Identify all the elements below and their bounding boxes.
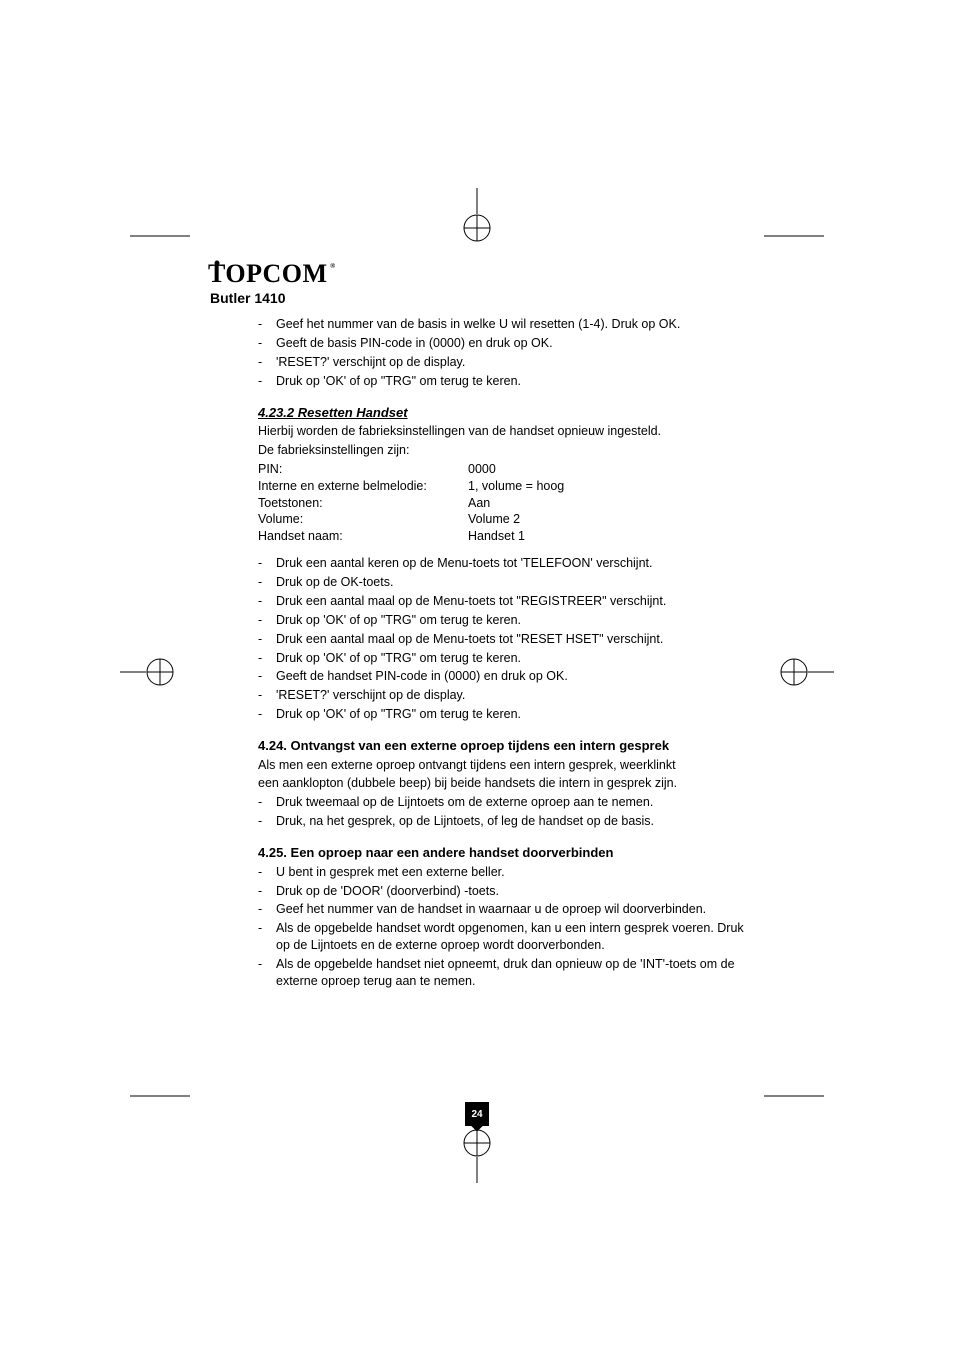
registration-target-top: [457, 188, 497, 244]
content: Geef het nummer van de basis in welke U …: [258, 316, 758, 996]
kv-row: Handset naam:Handset 1: [258, 528, 758, 545]
registration-target-right: [778, 652, 834, 692]
list-item: Druk een aantal keren op de Menu-toets t…: [258, 555, 758, 572]
list-item: Druk een aantal maal op de Menu-toets to…: [258, 631, 758, 648]
kv-row: Volume:Volume 2: [258, 511, 758, 528]
crop-mark-left-bottom: [130, 1095, 190, 1097]
brand-model: Butler 1410: [210, 290, 285, 306]
section-lead: Als men een externe oproep ontvangt tijd…: [258, 757, 758, 774]
crop-mark-left-top: [130, 235, 190, 237]
list-item: Druk tweemaal op de Lijntoets om de exte…: [258, 794, 758, 811]
section-4-25-steps: U bent in gesprek met een externe beller…: [258, 864, 758, 990]
list-item: Druk op 'OK' of op "TRG" om terug te ker…: [258, 650, 758, 667]
list-item: Druk een aantal maal op de Menu-toets to…: [258, 593, 758, 610]
kv-val: 0000: [468, 461, 496, 478]
section-4-24-steps: Druk tweemaal op de Lijntoets om de exte…: [258, 794, 758, 830]
kv-row: Interne en externe belmelodie:1, volume …: [258, 478, 758, 495]
list-item: Geef het nummer van de handset in waarna…: [258, 901, 758, 918]
page: TOPCOM ® Butler 1410 Geef het nummer van…: [0, 0, 954, 1351]
list-item: 'RESET?' verschijnt op de display.: [258, 687, 758, 704]
intro-list: Geef het nummer van de basis in welke U …: [258, 316, 758, 390]
kv-row: Toetstonen:Aan: [258, 495, 758, 512]
list-item: Druk op de OK-toets.: [258, 574, 758, 591]
section-4-25-title: 4.25. Een oproep naar een andere handset…: [258, 844, 758, 862]
kv-val: Handset 1: [468, 528, 525, 545]
list-item: Druk op 'OK' of op "TRG" om terug te ker…: [258, 612, 758, 629]
list-item: U bent in gesprek met een externe beller…: [258, 864, 758, 881]
list-item: Druk op 'OK' of op "TRG" om terug te ker…: [258, 373, 758, 390]
crop-mark-right-top: [764, 235, 824, 237]
kv-key: Interne en externe belmelodie:: [258, 478, 468, 495]
kv-val: 1, volume = hoog: [468, 478, 564, 495]
kv-key: Volume:: [258, 511, 468, 528]
registration-target-bottom: [457, 1127, 497, 1183]
list-item: 'RESET?' verschijnt op de display.: [258, 354, 758, 371]
section-lead: Hierbij worden de fabrieksinstellingen v…: [258, 423, 758, 440]
crop-mark-right-bottom: [764, 1095, 824, 1097]
list-item: Druk op de 'DOOR' (doorverbind) -toets.: [258, 883, 758, 900]
svg-text:®: ®: [330, 262, 336, 270]
list-item: Geeft de handset PIN-code in (0000) en d…: [258, 668, 758, 685]
section-4-23-2-title: 4.23.2 Resetten Handset: [258, 404, 758, 422]
list-item: Als de opgebelde handset wordt opgenomen…: [258, 920, 758, 954]
kv-key: PIN:: [258, 461, 468, 478]
page-number: 24: [465, 1102, 489, 1126]
kv-row: PIN:0000: [258, 461, 758, 478]
list-item: Geef het nummer van de basis in welke U …: [258, 316, 758, 333]
svg-text:TOPCOM: TOPCOM: [208, 259, 328, 288]
kv-val: Volume 2: [468, 511, 520, 528]
list-item: Als de opgebelde handset niet opneemt, d…: [258, 956, 758, 990]
section-4-23-2-steps: Druk een aantal keren op de Menu-toets t…: [258, 555, 758, 723]
list-item: Geeft de basis PIN-code in (0000) en dru…: [258, 335, 758, 352]
section-4-24-title: 4.24. Ontvangst van een externe oproep t…: [258, 737, 758, 755]
section-lead: De fabrieksinstellingen zijn:: [258, 442, 758, 459]
section-lead: een aanklopton (dubbele beep) bij beide …: [258, 775, 758, 792]
kv-key: Toetstonen:: [258, 495, 468, 512]
registration-target-left: [120, 652, 176, 692]
kv-val: Aan: [468, 495, 490, 512]
kv-key: Handset naam:: [258, 528, 468, 545]
list-item: Druk op 'OK' of op "TRG" om terug te ker…: [258, 706, 758, 723]
list-item: Druk, na het gesprek, op de Lijntoets, o…: [258, 813, 758, 830]
